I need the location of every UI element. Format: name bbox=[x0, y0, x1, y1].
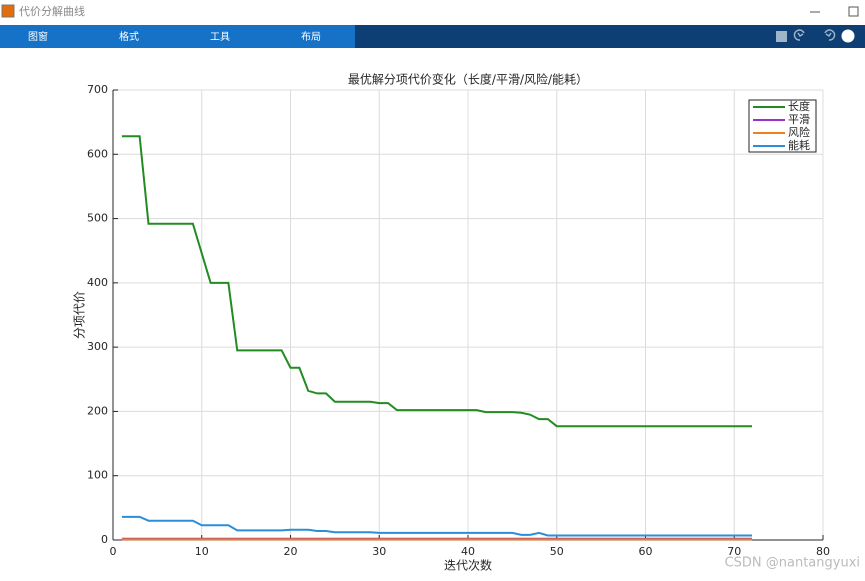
save-icon[interactable] bbox=[776, 31, 787, 42]
maximize-button[interactable] bbox=[848, 6, 859, 17]
y-tick-label: 700 bbox=[87, 83, 108, 96]
y-tick-label: 100 bbox=[87, 469, 108, 482]
chart-title: 最优解分项代价变化（长度/平滑/风险/能耗） bbox=[348, 72, 588, 87]
watermark: CSDN @nantangyuxi bbox=[725, 556, 860, 571]
legend-label: 长度 bbox=[788, 99, 810, 113]
y-tick-label: 0 bbox=[101, 533, 108, 546]
x-tick-label: 60 bbox=[639, 545, 653, 558]
y-tick-label: 600 bbox=[87, 147, 108, 160]
x-tick-label: 70 bbox=[727, 545, 741, 558]
y-tick-label: 400 bbox=[87, 276, 108, 289]
legend-box bbox=[748, 99, 817, 153]
x-tick-label: 20 bbox=[284, 545, 298, 558]
help-icon[interactable] bbox=[841, 29, 855, 43]
toolstrip-tab[interactable]: 工具 bbox=[210, 31, 230, 43]
toolstrip-tab[interactable]: 图窗 bbox=[28, 30, 48, 43]
tab-strip bbox=[0, 25, 355, 48]
redo-icon[interactable] bbox=[824, 29, 836, 41]
y-tick-label: 200 bbox=[87, 404, 108, 417]
x-tick-label: 10 bbox=[195, 545, 209, 558]
title-bar bbox=[0, 0, 865, 25]
legend-label: 平滑 bbox=[788, 113, 810, 126]
legend-label: 能耗 bbox=[788, 138, 810, 152]
x-tick-label: 40 bbox=[461, 545, 475, 558]
x-axis-label: 迭代次数 bbox=[444, 558, 492, 573]
app-icon bbox=[1, 4, 15, 18]
x-tick-label: 30 bbox=[372, 545, 386, 558]
legend-label: 风险 bbox=[788, 125, 810, 139]
undo-icon[interactable] bbox=[793, 29, 805, 41]
x-tick-label: 0 bbox=[110, 545, 117, 558]
y-axis-label: 分项代价 bbox=[73, 291, 87, 339]
y-tick-label: 300 bbox=[87, 340, 108, 353]
toolstrip-tab[interactable]: 布局 bbox=[301, 31, 321, 43]
y-tick-label: 500 bbox=[87, 212, 108, 225]
series-line bbox=[121, 135, 752, 428]
x-tick-label: 50 bbox=[550, 545, 564, 558]
series-line bbox=[121, 515, 752, 537]
x-tick-label: 80 bbox=[816, 545, 830, 558]
window-title: 代价分解曲线 bbox=[19, 4, 85, 18]
toolstrip-tab[interactable]: 格式 bbox=[119, 30, 139, 43]
